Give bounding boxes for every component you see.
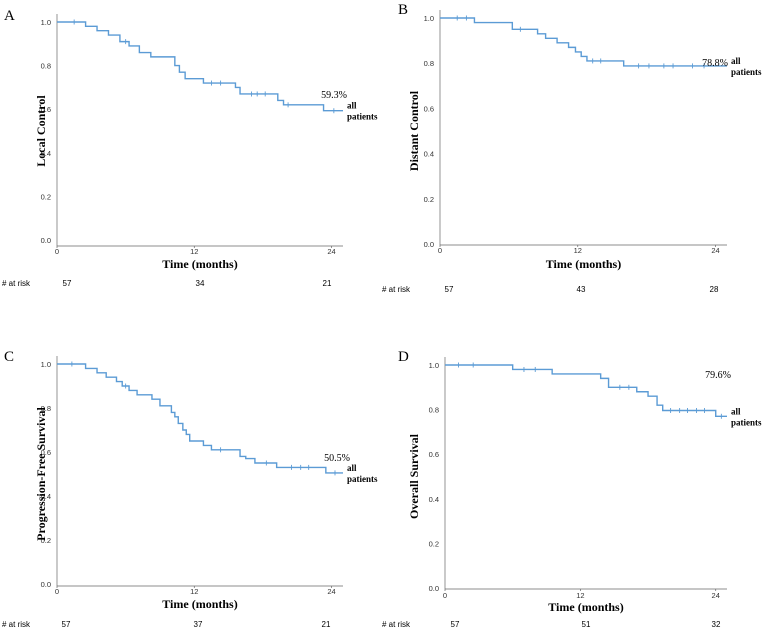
y-tick-label: 0.6 bbox=[424, 104, 434, 113]
y-axis-title: Overall Survival bbox=[407, 433, 421, 519]
y-tick-label: 1.0 bbox=[41, 18, 51, 27]
end-percentage-label: 79.6% bbox=[705, 370, 731, 381]
x-tick-label: 0 bbox=[55, 587, 59, 596]
x-axis-title: Time (months) bbox=[546, 257, 621, 271]
y-tick-label: 0.0 bbox=[41, 236, 51, 245]
y-tick-label: 0.2 bbox=[424, 195, 434, 204]
x-axis-title: Time (months) bbox=[162, 597, 237, 611]
y-tick-label: 1.0 bbox=[429, 361, 439, 370]
series-label-line1: all bbox=[731, 56, 741, 66]
y-tick-label: 0.8 bbox=[429, 406, 439, 415]
x-tick-label: 24 bbox=[711, 246, 719, 255]
x-tick-label: 12 bbox=[190, 247, 198, 256]
x-tick-label: 24 bbox=[712, 591, 720, 600]
chart-panel-d: D 0.0 0.2 0.4 0.6 0.8 1.0 0 12 24 Time (months) Ove… bbox=[382, 349, 762, 629]
chart-panel-a: A 0.0 0.2 0.4 0.6 0.8 1.0 0 12 24 Time (months) Loc… bbox=[2, 8, 378, 288]
y-axis-title: Local Control bbox=[34, 95, 48, 167]
km-curve-all-patients bbox=[57, 21, 343, 112]
x-tick-label: 0 bbox=[443, 591, 447, 600]
series-label-line2: patients bbox=[347, 112, 378, 122]
series-label-line1: all bbox=[731, 406, 741, 416]
at-risk-count: 43 bbox=[577, 285, 586, 294]
y-tick-label: 0.6 bbox=[429, 450, 439, 459]
x-tick-label: 24 bbox=[327, 247, 335, 256]
y-axis-title: Distant Control bbox=[407, 90, 421, 171]
at-risk-count: 51 bbox=[582, 620, 591, 629]
series-label-line2: patients bbox=[347, 474, 378, 484]
series-label-line1: all bbox=[347, 463, 357, 473]
y-tick-label: 0.0 bbox=[429, 584, 439, 593]
chart-panel-c: C 0.0 0.2 0.4 0.6 0.8 1.0 0 12 24 Time (months) Pro… bbox=[2, 349, 378, 629]
x-tick-label: 12 bbox=[576, 591, 584, 600]
y-tick-label: 0.2 bbox=[41, 536, 51, 545]
at-risk-count: 28 bbox=[710, 285, 719, 294]
x-tick-label: 0 bbox=[55, 247, 59, 256]
km-curve-all-patients bbox=[440, 17, 727, 67]
chart-panel-b: B 0.0 0.2 0.4 0.6 0.8 1.0 0 12 24 Time (months) Dis… bbox=[382, 2, 762, 294]
end-percentage-label: 50.5% bbox=[324, 453, 350, 464]
y-tick-label: 0.0 bbox=[41, 580, 51, 589]
y-tick-label: 0.0 bbox=[424, 240, 434, 249]
at-risk-count: 37 bbox=[194, 620, 203, 629]
y-tick-label: 0.2 bbox=[41, 192, 51, 201]
y-tick-label: 1.0 bbox=[41, 360, 51, 369]
at-risk-count: 34 bbox=[196, 279, 205, 288]
x-tick-label: 24 bbox=[327, 587, 335, 596]
at-risk-label: # at risk bbox=[2, 279, 31, 288]
panel-letter: A bbox=[4, 8, 15, 24]
at-risk-count: 57 bbox=[63, 279, 72, 288]
y-tick-label: 0.6 bbox=[41, 448, 51, 457]
km-curve-all-patients bbox=[445, 364, 727, 417]
y-tick-label: 0.8 bbox=[424, 59, 434, 68]
at-risk-count: 32 bbox=[712, 620, 721, 629]
y-tick-label: 0.4 bbox=[41, 492, 51, 501]
at-risk-label: # at risk bbox=[2, 620, 31, 629]
panel-letter: D bbox=[398, 349, 409, 365]
y-tick-label: 0.4 bbox=[41, 149, 51, 158]
series-label-line2: patients bbox=[731, 417, 762, 427]
end-percentage-label: 59.3% bbox=[321, 90, 347, 101]
x-axis-title: Time (months) bbox=[548, 600, 623, 614]
panel-letter: B bbox=[398, 2, 408, 18]
x-tick-label: 12 bbox=[574, 246, 582, 255]
y-tick-label: 0.8 bbox=[41, 62, 51, 71]
at-risk-count: 21 bbox=[322, 620, 331, 629]
at-risk-count: 57 bbox=[451, 620, 460, 629]
series-label-line1: all bbox=[347, 101, 357, 111]
series-label-line2: patients bbox=[731, 67, 762, 77]
y-axis-title: Progression-Free Survival bbox=[34, 407, 48, 541]
km-curve-all-patients bbox=[57, 363, 343, 474]
at-risk-count: 21 bbox=[323, 279, 332, 288]
y-tick-label: 0.8 bbox=[41, 404, 51, 413]
y-tick-label: 0.4 bbox=[424, 150, 434, 159]
at-risk-label: # at risk bbox=[382, 620, 411, 629]
y-tick-label: 0.2 bbox=[429, 539, 439, 548]
end-percentage-label: 78.8% bbox=[702, 58, 728, 69]
y-tick-label: 1.0 bbox=[424, 14, 434, 23]
y-tick-label: 0.6 bbox=[41, 105, 51, 114]
at-risk-count: 57 bbox=[62, 620, 71, 629]
at-risk-label: # at risk bbox=[382, 285, 411, 294]
x-tick-label: 12 bbox=[190, 587, 198, 596]
y-tick-label: 0.4 bbox=[429, 495, 439, 504]
panel-letter: C bbox=[4, 349, 14, 365]
x-tick-label: 0 bbox=[438, 246, 442, 255]
x-axis-title: Time (months) bbox=[162, 257, 237, 271]
at-risk-count: 57 bbox=[445, 285, 454, 294]
